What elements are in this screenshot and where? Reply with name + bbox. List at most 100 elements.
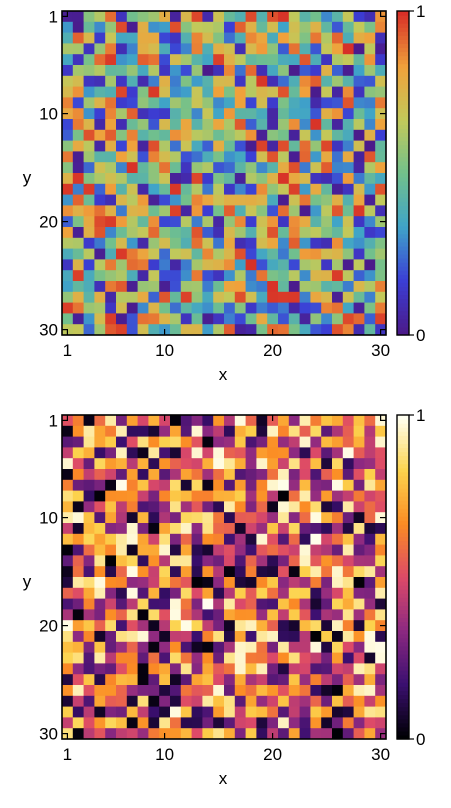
heatmap-cell [148,598,160,610]
heatmap-cell [83,458,95,470]
heatmap-cell [83,183,95,195]
heatmap-cell [148,501,160,513]
heatmap-cell [191,11,203,23]
heatmap-cell [299,447,311,459]
heatmap-cell [224,86,236,98]
heatmap-cell [332,183,344,195]
heatmap-cell [72,129,84,141]
heatmap-cell [342,663,354,675]
heatmap-cell [267,663,279,675]
heatmap-cell [170,21,182,33]
heatmap-cell [116,598,128,610]
heatmap-cell [245,566,257,578]
heatmap-cell [224,501,236,513]
heatmap-cell [332,577,344,589]
heatmap-cell [245,162,257,174]
heatmap-cell [202,469,214,481]
heatmap-cell [180,162,192,174]
heatmap-cell [137,674,149,686]
heatmap-cell [159,21,171,33]
colorbar-segment [397,419,409,424]
heatmap-cell [159,685,171,697]
heatmap-cell [94,140,106,152]
heatmap-cell [83,544,95,556]
plot-frame [61,10,387,336]
heatmap-cell [105,728,117,740]
heatmap-cell [342,173,354,185]
heatmap-cell [159,641,171,653]
heatmap-cell [224,631,236,643]
heatmap-cell [191,652,203,664]
heatmap-cell [170,227,182,239]
heatmap-cell [148,544,160,556]
heatmap-cell [148,173,160,185]
heatmap-cell [364,97,376,109]
heatmap-cell [191,151,203,163]
heatmap-cell [116,97,128,109]
heatmap-cell [116,695,128,707]
heatmap-cell [202,512,214,524]
heatmap-cell [180,32,192,44]
heatmap-cell [170,479,182,491]
colorbar-segment [397,459,409,465]
heatmap-cell [72,695,84,707]
heatmap-cell [213,281,225,293]
heatmap-cell [353,248,365,260]
heatmap-cell [213,270,225,282]
heatmap-cell [342,631,354,643]
heatmap-cell [62,458,74,470]
heatmap-cell [213,302,225,314]
heatmap-cell [342,469,354,481]
heatmap-cell [267,43,279,55]
heatmap-cell [137,119,149,131]
heatmap-cell [62,425,74,437]
heatmap-cell [288,302,300,314]
heatmap-cell [72,663,84,675]
heatmap-cell [83,227,95,239]
heatmap-cell [353,728,365,740]
heatmap-cell [170,86,182,98]
colorbar-segment [397,124,409,130]
heatmap-cell [105,695,117,707]
heatmap-cell [342,54,354,66]
heatmap-cell [364,436,376,448]
heatmap-cell [191,302,203,314]
heatmap-cell [105,237,117,249]
heatmap-cell [191,728,203,740]
heatmap-cell [224,652,236,664]
heatmap-cell [159,216,171,228]
heatmap-cell [202,425,214,437]
heatmap-cell [288,609,300,621]
heatmap-cell [126,458,138,470]
heatmap-cell [83,65,95,77]
heatmap-cell [94,501,106,513]
heatmap-cell [256,469,268,481]
heatmap-cell [224,674,236,686]
heatmap-cell [137,21,149,33]
heatmap-cell [213,641,225,653]
heatmap-cell [83,151,95,163]
heatmap-cell [375,205,387,217]
heatmap-cell [364,598,376,610]
heatmap-cell [191,425,203,437]
heatmap-cell [170,237,182,249]
heatmap-cell [256,577,268,589]
heatmap-cell [288,281,300,293]
heatmap-cell [148,75,160,87]
heatmap-cell [321,447,333,459]
heatmap-cell [256,609,268,621]
heatmap-cell [213,183,225,195]
heatmap-cell [105,544,117,556]
heatmap-cell [170,119,182,131]
colorbar-segment [397,120,409,125]
heatmap-cell [126,227,138,239]
heatmap-cell [267,281,279,293]
heatmap-cell [288,674,300,686]
heatmap-cell [375,97,387,109]
heatmap-cell [116,248,128,260]
heatmap-cell [321,674,333,686]
heatmap-cell [278,248,290,260]
heatmap-cell [256,248,268,260]
heatmap-cell [137,501,149,513]
heatmap-cell [321,108,333,120]
